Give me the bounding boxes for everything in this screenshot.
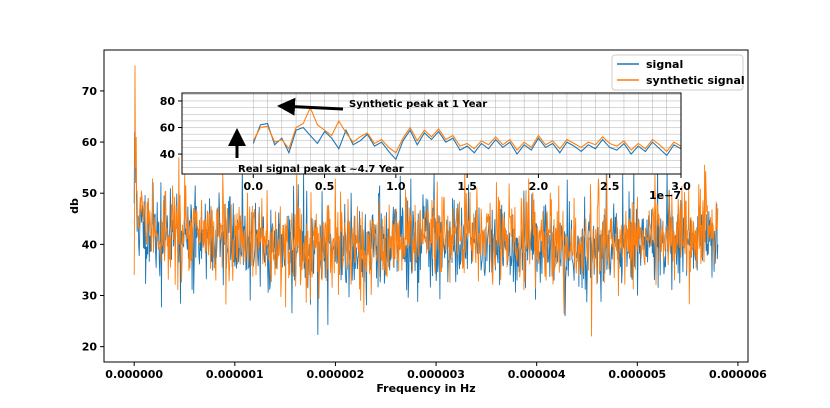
main-y-tick-label: 40 (82, 238, 98, 251)
inset-y-axis: 40 60 80 (160, 95, 182, 161)
inset-series-group (252, 106, 681, 161)
legend-synthetic-label: synthetic signal (646, 74, 745, 87)
main-x-tick-label: 0.000003 (407, 368, 465, 381)
main-x-axis: 0.000000 0.000001 0.000002 0.000003 0.000004… (105, 362, 767, 381)
main-x-tick-label: 0.000004 (508, 368, 566, 381)
inset-x-tick-label: 2.5 (600, 180, 620, 193)
main-y-tick-label: 70 (82, 85, 98, 98)
legend-signal-label: signal (646, 58, 683, 71)
inset-y-tick-label: 40 (160, 148, 176, 161)
inset-x-tick-label: 3.0 (671, 180, 691, 193)
main-series-synthetic-line (133, 65, 719, 337)
main-x-tick-label: 0.000005 (608, 368, 666, 381)
annotation-synthetic-peak-arrow (277, 97, 344, 116)
main-y-axis-label: db (68, 198, 81, 214)
inset-x-axis: 0.0 0.5 1.0 1.5 2.0 2.5 3.0 (244, 174, 691, 193)
main-x-tick-label: 0.000001 (206, 368, 264, 381)
inset-y-tick-label: 80 (160, 95, 176, 108)
inset-x-tick-label: 2.0 (529, 180, 549, 193)
main-y-tick-label: 50 (82, 187, 98, 200)
main-y-axis: 20 30 40 50 60 70 (82, 85, 104, 354)
legend-box (611, 54, 744, 91)
main-plot-frame (103, 49, 749, 363)
inset-grid (182, 93, 682, 174)
main-series-signal-line (133, 131, 719, 335)
inset-series-signal-line (252, 122, 681, 161)
inset-x-offset-label: 1e−7 (649, 189, 681, 202)
inset-axes: 0.0 0.5 1.0 1.5 2.0 2.5 3.0 40 60 80 1e−7 Synthe… (160, 92, 691, 202)
main-series-group (133, 65, 719, 337)
inset-y-tick-label: 60 (160, 122, 176, 135)
main-y-tick-label: 60 (82, 136, 98, 149)
inset-series-synthetic-line (252, 106, 681, 154)
main-x-tick-label: 0.000000 (105, 368, 163, 381)
annotation-synthetic-peak-text: Synthetic peak at 1 Year (349, 99, 487, 110)
main-axes: 0.000000 0.000001 0.000002 0.000003 0.000004… (68, 49, 767, 395)
inset-x-tick-label: 0.0 (244, 180, 264, 193)
inset-x-tick-label: 1.0 (386, 180, 406, 193)
inset-x-tick-label: 1.5 (457, 180, 477, 193)
inset-plot-frame (181, 92, 682, 175)
inset-x-tick-label: 0.5 (315, 180, 335, 193)
main-y-tick-label: 30 (82, 290, 98, 303)
main-x-tick-label: 0.000006 (709, 368, 767, 381)
main-x-tick-label: 0.000002 (307, 368, 365, 381)
main-y-tick-label: 20 (82, 341, 98, 354)
legend: signal synthetic signal (611, 54, 745, 91)
annotation-real-peak-text: Real signal peak at ~4.7 Year (238, 164, 404, 175)
main-x-axis-label: Frequency in Hz (376, 382, 475, 395)
